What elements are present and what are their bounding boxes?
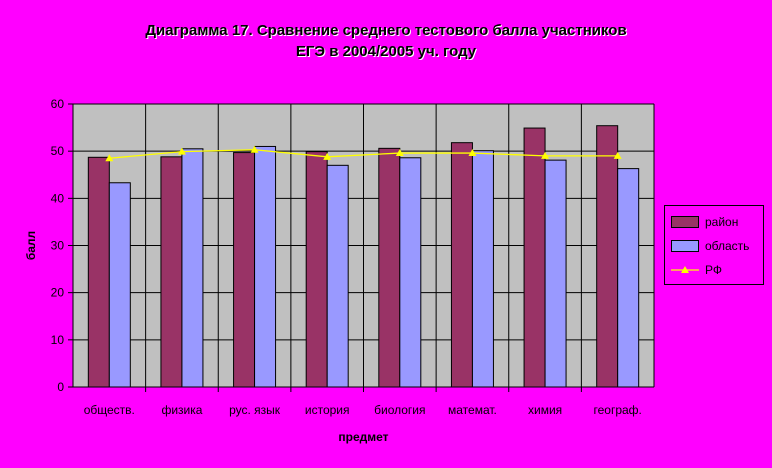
point-rf [323, 152, 332, 160]
point-rf [395, 149, 404, 157]
point-rf [250, 145, 259, 153]
legend-item-rf: РФ [671, 262, 722, 278]
point-rf [177, 147, 186, 155]
y-tick-label: 10 [51, 333, 65, 347]
bar-district [450, 142, 473, 388]
x-axis-title: предмет [338, 430, 388, 444]
bar-district [305, 151, 328, 388]
bar-district [233, 152, 256, 388]
point-rf [613, 151, 622, 159]
bar-region [108, 182, 131, 388]
x-tick-label: история [305, 403, 350, 417]
y-tick-label: 0 [57, 380, 64, 394]
legend-label-district: район [705, 215, 739, 229]
x-tick-label: географ. [593, 403, 641, 417]
bar-region [617, 168, 640, 388]
chart-title: Диаграмма 17. Сравнение среднего тестово… [145, 22, 627, 60]
legend-swatch-district [671, 216, 699, 228]
bar-district [523, 127, 546, 388]
bar-district [596, 125, 619, 388]
x-tick-label: биология [374, 403, 425, 417]
point-rf [541, 151, 550, 159]
point-rf [105, 154, 114, 162]
bar-region [471, 150, 494, 388]
bar-region [181, 148, 204, 388]
bar-region [544, 159, 567, 388]
bar-region [254, 145, 277, 388]
y-tick-label: 20 [51, 286, 65, 300]
legend-item-district: район [671, 214, 738, 230]
legend-swatch-rf [671, 266, 699, 273]
bar-district [87, 156, 110, 388]
series-line-rf [109, 149, 618, 159]
bar-district [378, 147, 401, 388]
y-tick-label: 40 [51, 191, 65, 205]
legend-swatch-region [671, 240, 699, 252]
x-tick-label: химия [528, 403, 562, 417]
y-axis-title: балл [24, 231, 38, 260]
point-rf [468, 149, 477, 157]
bar-region [399, 157, 422, 388]
legend: район область РФ [664, 205, 764, 285]
x-tick-label: обществ. [84, 403, 135, 417]
y-tick-label: 60 [51, 97, 65, 111]
legend-item-region: область [671, 238, 749, 254]
bar-region [326, 164, 349, 388]
x-tick-label: физика [161, 403, 202, 417]
legend-label-rf: РФ [705, 263, 722, 277]
y-tick-label: 50 [51, 144, 65, 158]
x-tick-label: рус. язык [229, 403, 281, 417]
x-tick-label: математ. [448, 403, 497, 417]
y-tick-label: 30 [51, 239, 65, 253]
bar-district [160, 156, 183, 388]
legend-label-region: область [705, 239, 750, 253]
